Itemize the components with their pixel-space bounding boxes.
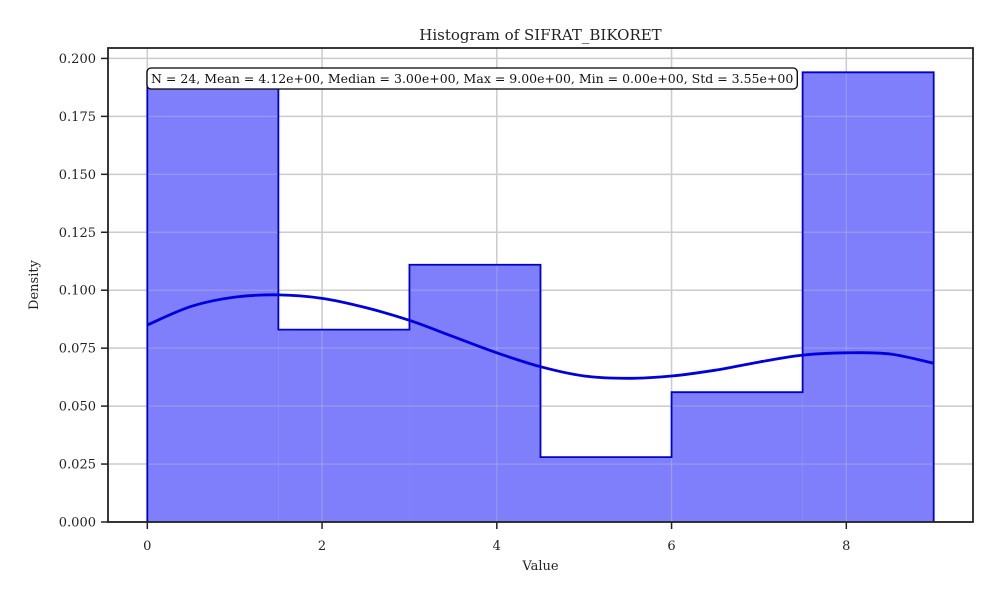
y-tick-label: 0.150 <box>59 168 96 183</box>
histogram-bars <box>108 48 973 523</box>
histogram-bar <box>540 457 672 522</box>
x-axis-label: Value <box>521 559 558 574</box>
axis-ticks: 0 2 4 6 8 0.000 0.025 0.050 0.075 0.100 0.125 0.150… <box>59 52 851 554</box>
y-tick-label: 0.100 <box>59 284 96 299</box>
plot-frame <box>107 47 974 523</box>
stats-box-frame <box>146 67 798 90</box>
histogram-bar <box>671 392 803 522</box>
y-axis-label: Density <box>27 259 42 310</box>
histogram-bar <box>147 72 279 523</box>
kde-curve <box>146 293 934 380</box>
kde-curve-group <box>146 293 934 380</box>
y-tick-label: 0.050 <box>59 400 96 415</box>
x-tick-label: 2 <box>318 539 326 554</box>
stats-annotation: N = 24, Mean = 4.12e+00, Median = 3.00e+… <box>151 71 793 86</box>
x-tick-label: 6 <box>667 539 675 554</box>
histogram-bar <box>802 72 934 523</box>
x-tick-label: 4 <box>493 539 501 554</box>
histogram-outline <box>146 71 935 522</box>
y-tick-label: 0.025 <box>59 458 96 473</box>
histogram-bar <box>278 329 410 522</box>
x-tick-label: 8 <box>842 539 850 554</box>
y-tick-label: 0.000 <box>59 516 96 531</box>
chart-title: Histogram of SIFRAT_BIKORET <box>419 26 661 44</box>
y-tick-label: 0.075 <box>59 342 96 357</box>
y-tick-label: 0.175 <box>59 110 96 125</box>
stats-annotation-box: N = 24, Mean = 4.12e+00, Median = 3.00e+… <box>146 67 798 90</box>
y-tick-label: 0.200 <box>59 52 96 67</box>
histogram-bar <box>409 264 541 522</box>
x-tick-label: 0 <box>143 539 151 554</box>
y-tick-label: 0.125 <box>59 226 96 241</box>
